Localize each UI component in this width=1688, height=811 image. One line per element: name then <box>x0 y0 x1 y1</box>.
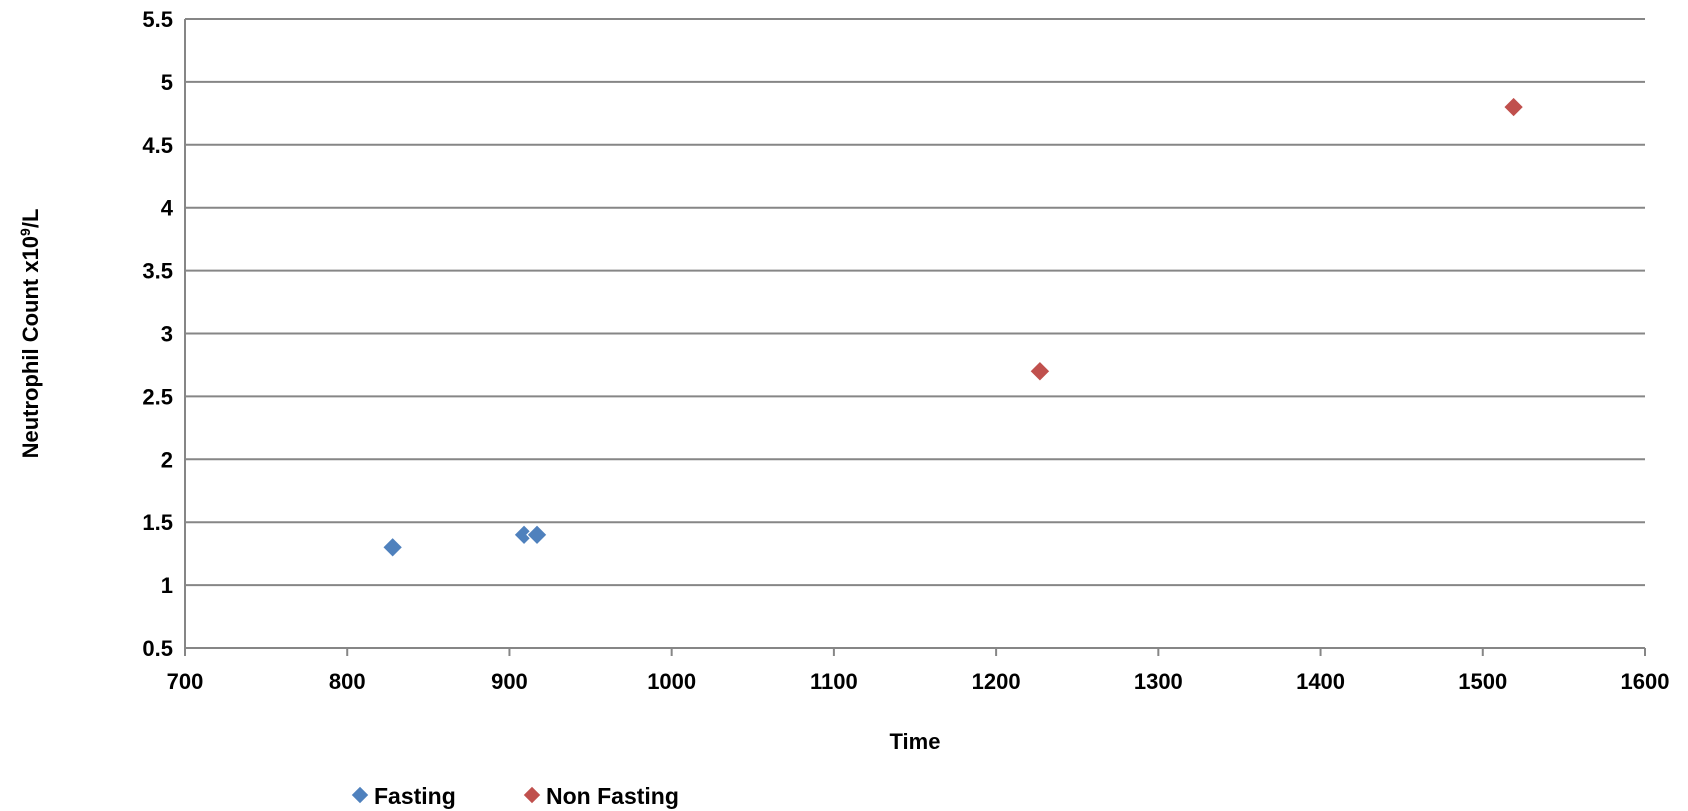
x-tick-label: 1200 <box>972 669 1021 694</box>
y-tick-label: 4.5 <box>142 133 173 158</box>
y-tick-label: 5.5 <box>142 7 173 32</box>
legend-marker-icon <box>350 785 370 805</box>
y-tick-label: 4 <box>161 196 174 221</box>
x-tick-label: 700 <box>167 669 204 694</box>
y-tick-label: 5 <box>161 70 173 95</box>
fasting-data-point <box>381 536 404 559</box>
y-tick-label: 3 <box>161 322 173 347</box>
x-tick-label: 1600 <box>1621 669 1670 694</box>
x-tick-label: 1100 <box>810 669 858 694</box>
legend-marker-icon <box>522 785 542 805</box>
y-axis-title-main: Neutrophil Count x10 <box>18 236 43 458</box>
legend-label: Fasting <box>374 783 456 809</box>
legend-item-non-fasting: Non Fasting <box>522 783 679 809</box>
x-tick-label: 900 <box>491 669 528 694</box>
x-tick-label: 1300 <box>1134 669 1183 694</box>
y-tick-label: 1 <box>161 573 173 598</box>
data-points <box>381 96 1525 559</box>
y-axis-title: Neutrophil Count x109/L <box>17 209 43 459</box>
fasting-data-point <box>526 523 548 546</box>
tick-labels: 0.5 1 1.5 2 2.5 3 3.5 4 4.5 5 5.5 700 800 900 1000 1100… <box>142 7 1669 694</box>
x-tick-label: 800 <box>329 669 366 694</box>
non-fasting-data-point <box>1502 96 1525 118</box>
legend-label: Non Fasting <box>546 783 679 809</box>
legend: Fasting Non Fasting <box>350 783 679 809</box>
x-tick-label: 1400 <box>1296 669 1345 694</box>
y-tick-label: 2.5 <box>142 384 173 409</box>
y-tick-label: 1.5 <box>142 510 173 535</box>
y-tick-label: 0.5 <box>142 636 173 661</box>
y-tick-label: 2 <box>161 447 173 472</box>
legend-item-fasting: Fasting <box>350 783 456 809</box>
grid-lines <box>185 18 1645 649</box>
non-fasting-data-point <box>1029 360 1051 383</box>
x-tick-label: 1500 <box>1458 669 1507 694</box>
x-axis-title: Time <box>890 729 941 754</box>
y-axis-title-unit: /L <box>18 209 43 229</box>
axes <box>184 19 1646 656</box>
y-axis-title-superscript: 9 <box>17 228 33 236</box>
y-tick-label: 3.5 <box>142 259 173 284</box>
x-tick-label: 1000 <box>647 669 696 694</box>
